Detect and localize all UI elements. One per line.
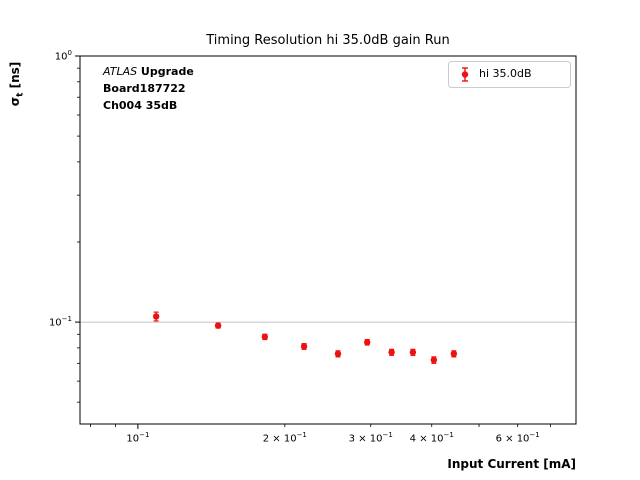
data-point	[450, 350, 458, 358]
chart-title: Timing Resolution hi 35.0dB gain Run	[206, 33, 450, 48]
data-point	[409, 349, 417, 356]
annotation-atlas: ATLAS	[103, 65, 138, 78]
annotation-line-1: ATLAS Upgrade	[103, 63, 194, 80]
data-point	[430, 356, 438, 364]
data-point	[334, 350, 342, 358]
y-axis-label-unit: [ns]	[8, 61, 22, 93]
x-tick-label: 6 × 10−1	[495, 431, 540, 445]
x-tick-label: 4 × 10−1	[409, 431, 454, 445]
data-point	[388, 349, 395, 356]
x-tick-label: 10−1	[126, 431, 150, 445]
annotation-line-3: Ch004 35dB	[103, 99, 178, 112]
data-point	[300, 343, 308, 350]
y-axis-label-sub: t	[15, 92, 26, 97]
annotation-line-2: Board187722	[103, 82, 186, 95]
data-point	[214, 322, 222, 329]
x-tick-label: 2 × 10−1	[262, 431, 307, 445]
legend-marker-icon	[461, 71, 469, 78]
y-tick-label: 100	[54, 49, 72, 63]
plot-annotation: ATLAS Upgrade Board187722 Ch004 35dB	[103, 63, 194, 114]
y-axis-label-sigma: σ	[8, 96, 22, 107]
axes-frame	[79, 55, 577, 425]
legend-box	[448, 61, 571, 88]
x-axis-label: Input Current [mA]	[447, 457, 576, 471]
legend-entry-label: hi 35.0dB	[479, 67, 532, 80]
x-tick-label: 3 × 10−1	[348, 431, 393, 445]
data-point	[152, 313, 160, 320]
y-axis-label: σt [ns]	[8, 49, 26, 119]
data-point	[364, 339, 371, 346]
data-point	[261, 333, 269, 341]
y-tick-label: 10−1	[48, 315, 72, 329]
annotation-upgrade: Upgrade	[137, 65, 194, 78]
